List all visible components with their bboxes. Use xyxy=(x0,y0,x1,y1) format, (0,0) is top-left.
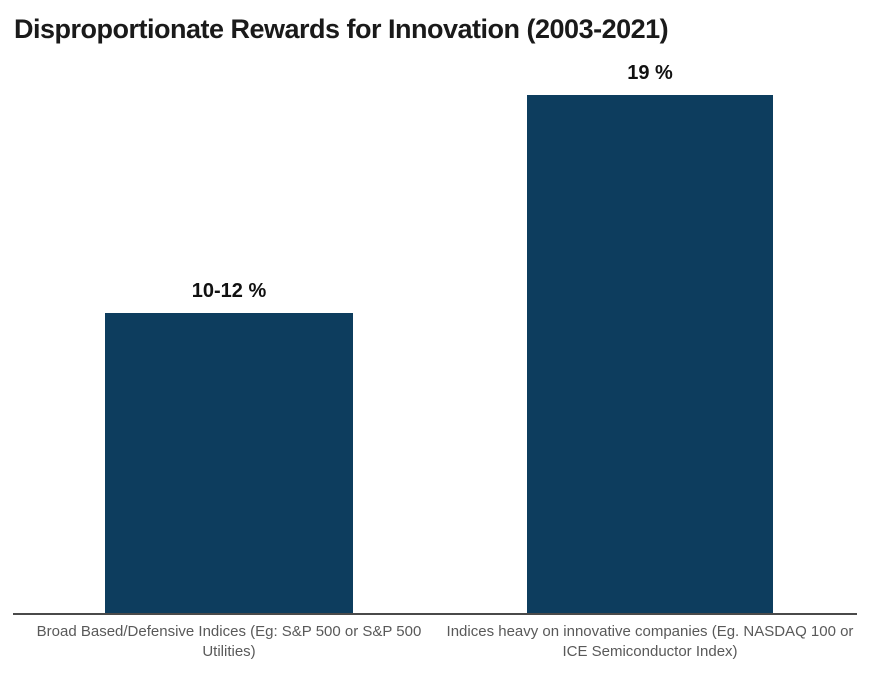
bar-innovative-indices xyxy=(527,95,773,613)
bar-group-innovative: 19 % xyxy=(527,62,773,613)
chart-title: Disproportionate Rewards for Innovation … xyxy=(14,14,669,44)
bar-group-broad-based: 10-12 % xyxy=(105,280,353,613)
category-label-broad-based: Broad Based/Defensive Indices (Eg: S&P 5… xyxy=(36,623,422,660)
plot-area: 10-12 % 19 % xyxy=(13,62,857,615)
bar-broad-based-indices xyxy=(105,313,353,613)
value-label-innovative: 19 % xyxy=(627,62,673,84)
value-label-broad-based: 10-12 % xyxy=(191,280,267,302)
x-axis-line xyxy=(13,613,857,615)
category-label-innovative: Indices heavy on innovative companies (E… xyxy=(446,623,854,660)
